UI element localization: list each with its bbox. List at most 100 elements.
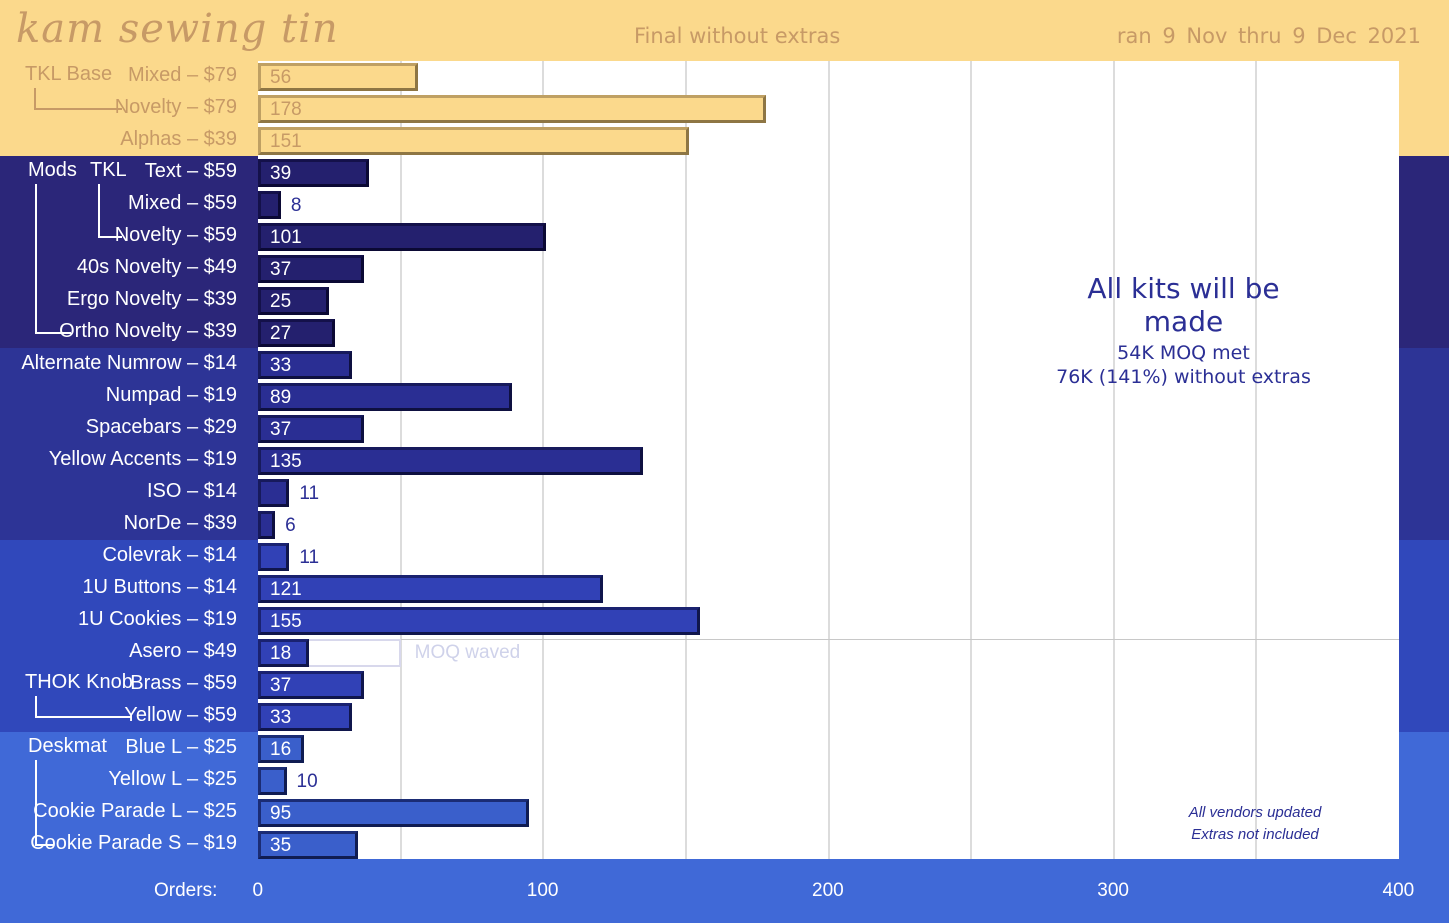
bracket-mods — [35, 184, 71, 334]
bar-20 — [258, 703, 353, 731]
data-label-2: 151 — [270, 131, 302, 152]
chart-subtitle: Final without extras — [634, 24, 841, 48]
category-label-0: Mixed – $79 — [128, 64, 237, 86]
group-label-mods-tkl: TKL — [90, 159, 127, 181]
category-label-20: Yellow – $59 — [124, 704, 237, 726]
category-label-22: Yellow L – $25 — [108, 768, 237, 790]
category-label-17: 1U Cookies – $19 — [78, 608, 237, 630]
bracket-tkl-base — [34, 88, 122, 110]
x-tick-100: 100 — [526, 880, 559, 901]
bar-7 — [258, 287, 330, 315]
moq-waved-label: MOQ waved — [414, 642, 521, 663]
data-label-9: 33 — [270, 355, 292, 376]
category-label-13: ISO – $14 — [146, 480, 237, 502]
data-label-21: 16 — [270, 739, 292, 760]
x-tick-400: 400 — [1382, 880, 1415, 901]
data-label-8: 27 — [270, 323, 292, 344]
data-label-1: 178 — [270, 99, 302, 120]
bar-2 — [258, 127, 689, 155]
group-label-deskmat: Deskmat — [28, 735, 107, 757]
category-label-14: NorDe – $39 — [123, 512, 237, 534]
bar-12 — [258, 447, 644, 475]
gridline-250 — [970, 61, 973, 859]
annotation-moq-met: 54K MOQ met — [1117, 342, 1250, 364]
bar-10 — [258, 383, 512, 411]
x-tick-200: 200 — [812, 880, 844, 901]
date-range: ran 9 Nov thru 9 Dec 2021 — [1116, 24, 1421, 48]
bar-9 — [258, 351, 353, 379]
bracket-mods-tkl — [98, 184, 122, 238]
category-label-6: 40s Novelty – $49 — [76, 256, 237, 278]
data-label-6: 37 — [270, 259, 292, 280]
group-label-mods: Mods — [28, 159, 77, 181]
gridline-200 — [827, 61, 830, 859]
footnote: All vendors updated Extras not included — [1150, 802, 1360, 846]
bar-14 — [258, 511, 276, 539]
data-label-7: 25 — [270, 291, 292, 312]
bar-17 — [258, 607, 701, 635]
x-axis-label: Orders: — [154, 880, 218, 901]
footnote-extras: Extras not included — [1191, 826, 1319, 843]
data-label-14: 6 — [285, 515, 296, 536]
bar-4 — [258, 191, 281, 219]
bar-11 — [258, 415, 364, 443]
gridline-300 — [1112, 61, 1115, 859]
category-label-19: Brass – $59 — [130, 672, 237, 694]
data-label-10: 89 — [270, 387, 292, 408]
bar-13 — [258, 479, 290, 507]
chart-title-logo: kam sewing tin — [16, 6, 339, 52]
data-label-24: 35 — [270, 835, 292, 856]
bar-0 — [258, 63, 418, 91]
group-label-thok-knob: THOK Knob — [25, 671, 133, 693]
gridline-350 — [1255, 61, 1258, 859]
bracket-deskmat — [35, 760, 53, 846]
data-label-0: 56 — [270, 67, 292, 88]
bar-15 — [258, 543, 290, 571]
bar-22 — [258, 767, 287, 795]
bar-3 — [258, 159, 370, 187]
category-label-23: Cookie Parade L – $25 — [33, 800, 237, 822]
data-label-23: 95 — [270, 803, 292, 824]
bar-19 — [258, 671, 364, 699]
data-label-5: 101 — [270, 227, 302, 248]
bracket-thok-knob — [35, 696, 131, 718]
group-label-tkl-base: TKL Base — [25, 63, 113, 85]
category-label-11: Spacebars – $29 — [85, 416, 237, 438]
annotation-headline: All kits will be made — [1087, 272, 1280, 338]
category-label-9: Alternate Numrow – $14 — [21, 352, 237, 374]
x-tick-0: 0 — [252, 880, 264, 901]
data-label-13: 11 — [299, 483, 320, 504]
bar-24 — [258, 831, 358, 859]
category-label-7: Ergo Novelty – $39 — [66, 288, 237, 310]
data-label-16: 121 — [270, 579, 302, 600]
category-label-24: Cookie Parade S – $19 — [30, 832, 237, 854]
category-label-2: Alphas – $39 — [120, 128, 237, 150]
data-label-15: 11 — [299, 547, 320, 568]
data-label-17: 155 — [270, 611, 302, 632]
bar-16 — [258, 575, 604, 603]
data-label-12: 135 — [270, 451, 302, 472]
category-label-3: Text – $59 — [144, 160, 237, 182]
bar-8 — [258, 319, 336, 347]
plot-area: 56 178 151 39 8 101 37 25 27 33 89 37 135 11 6 11 121 155… — [258, 61, 1399, 859]
bar-18 — [258, 639, 310, 667]
data-label-19: 37 — [270, 675, 292, 696]
separator-line — [258, 639, 1399, 640]
bar-23 — [258, 799, 529, 827]
category-label-12: Yellow Accents – $19 — [48, 448, 237, 470]
status-annotation: All kits will be made 54K MOQ met 76K (1… — [1056, 272, 1311, 388]
data-label-18: 18 — [270, 643, 292, 664]
bar-6 — [258, 255, 364, 283]
category-label-18: Asero – $49 — [129, 640, 237, 662]
category-label-5: Novelty – $59 — [114, 224, 237, 246]
gridline-150 — [684, 61, 687, 859]
data-label-11: 37 — [270, 419, 292, 440]
category-label-4: Mixed – $59 — [128, 192, 237, 214]
data-label-20: 33 — [270, 707, 292, 728]
data-label-4: 8 — [290, 195, 302, 216]
data-label-22: 10 — [296, 771, 318, 792]
category-label-10: Numpad – $19 — [105, 384, 237, 406]
bar-5 — [258, 223, 547, 251]
category-label-21: Blue L – $25 — [125, 736, 237, 758]
bar-21 — [258, 735, 304, 763]
